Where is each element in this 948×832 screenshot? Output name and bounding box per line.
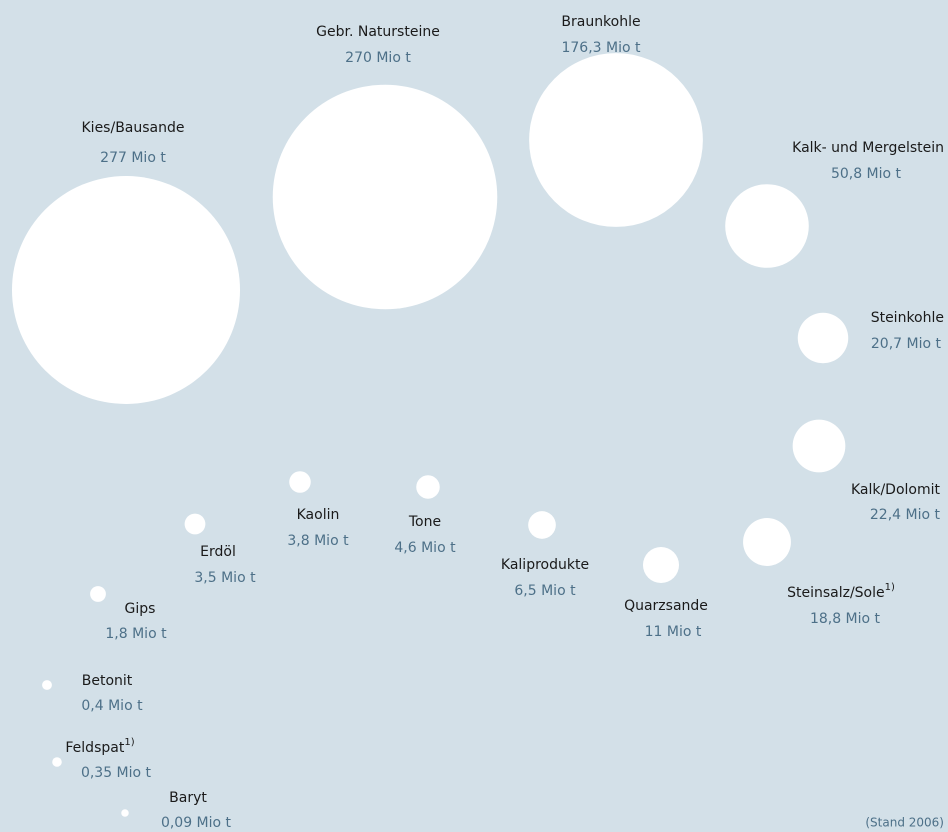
note: (Stand 2006) — [865, 816, 944, 830]
category-name: Gebr. Natursteine — [316, 24, 440, 40]
value-label: 22,4 Mio t — [870, 507, 941, 523]
category-label: Steinsalz/Sole1) — [787, 582, 895, 601]
value-label: 50,8 Mio t — [831, 166, 902, 182]
bubble — [528, 511, 556, 539]
category-name: Quarzsande — [624, 598, 708, 614]
category-name: Betonit — [82, 673, 133, 689]
bubble — [289, 471, 311, 493]
value-label: 0,4 Mio t — [81, 698, 143, 714]
value-label: 6,5 Mio t — [514, 583, 576, 599]
category-label: Quarzsande — [624, 598, 708, 614]
category-label: Kaliprodukte — [501, 557, 589, 573]
category-label: Kaolin — [297, 507, 340, 523]
bubble — [797, 312, 849, 364]
value-label: 18,8 Mio t — [810, 611, 881, 627]
value-label: 176,3 Mio t — [561, 40, 641, 56]
bubble — [416, 475, 440, 499]
category-name: Braunkohle — [561, 14, 640, 30]
bubble — [743, 518, 791, 566]
bubble — [90, 586, 106, 602]
category-label: Feldspat1) — [65, 737, 134, 756]
bubble — [725, 184, 809, 268]
category-label: Kalk/Dolomit — [851, 482, 941, 498]
category-name: Feldspat — [65, 740, 124, 756]
category-name: Kalk/Dolomit — [851, 482, 941, 498]
value-label: 1,8 Mio t — [105, 626, 167, 642]
bubble — [529, 53, 703, 227]
category-label: Betonit — [82, 673, 133, 689]
value-label: 3,8 Mio t — [287, 533, 349, 549]
bubble — [184, 513, 206, 535]
bubble — [52, 757, 62, 767]
category-name: Kalk- und Mergelstein — [792, 140, 944, 156]
category-label: Gebr. Natursteine — [316, 24, 440, 40]
category-label: Gips — [125, 601, 156, 617]
bubble — [12, 176, 240, 404]
category-label: Kies/Bausande — [82, 120, 185, 136]
value-label: 270 Mio t — [345, 50, 411, 66]
category-name: Kaolin — [297, 507, 340, 523]
category-label: Tone — [408, 514, 441, 530]
value-label: 3,5 Mio t — [194, 570, 256, 586]
footnote-mark: 1) — [124, 737, 134, 748]
value-label: 4,6 Mio t — [394, 540, 456, 556]
category-label: Kalk- und Mergelstein — [792, 140, 944, 156]
bubble — [642, 546, 680, 584]
value-label: 0,35 Mio t — [81, 765, 152, 781]
bubble — [272, 84, 498, 310]
bubble — [42, 680, 52, 690]
bubble — [121, 809, 129, 817]
category-label: Erdöl — [200, 544, 236, 560]
category-label: Steinkohle — [871, 310, 944, 326]
category-name: Baryt — [169, 790, 207, 806]
category-name: Kaliprodukte — [501, 557, 589, 573]
bubble — [792, 419, 846, 473]
category-label: Baryt — [169, 790, 207, 806]
footnote-mark: 1) — [885, 582, 895, 593]
category-name: Erdöl — [200, 544, 236, 560]
category-name: Steinkohle — [871, 310, 944, 326]
category-name: Tone — [408, 514, 441, 530]
category-name: Gips — [125, 601, 156, 617]
category-name: Kies/Bausande — [82, 120, 185, 136]
category-name: Steinsalz/Sole — [787, 585, 885, 601]
category-label: Braunkohle — [561, 14, 640, 30]
value-label: 20,7 Mio t — [871, 336, 942, 352]
value-label: 277 Mio t — [100, 150, 166, 166]
value-label: 11 Mio t — [645, 624, 702, 640]
value-label: 0,09 Mio t — [161, 815, 232, 831]
